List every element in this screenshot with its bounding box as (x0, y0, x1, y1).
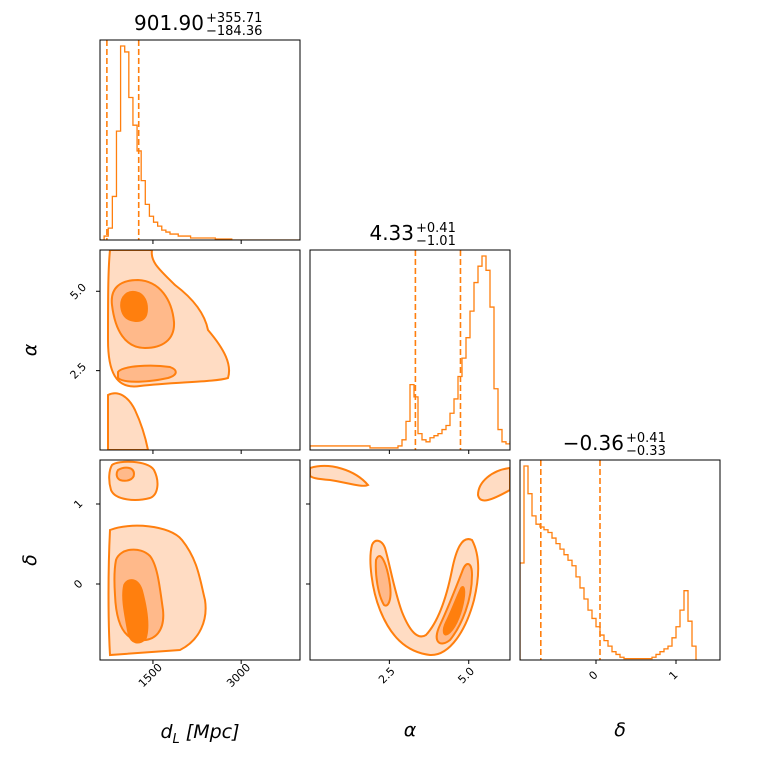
contour-dL-alpha-lower (117, 364, 177, 383)
contour-alpha-delta-mid-left (374, 554, 392, 607)
title-dL: 901.90 +355.71−184.36 (134, 11, 262, 39)
density-dL-alpha (106, 250, 230, 450)
title-minus-alpha: −1.01 (416, 234, 456, 249)
text-layer: 1500 3000 2.5 5.0 0 1 2.5 5.0 0 1 dL [Mpc] α δ α δ 901.… (19, 11, 681, 747)
contour-alpha-delta-right (476, 466, 510, 502)
title-plus-delta: +0.41 (626, 431, 666, 446)
panel-frame-r1-c0 (99, 249, 301, 451)
panel-frame-r0-c0 (99, 39, 301, 241)
panel-frame-r1-c1 (309, 249, 511, 451)
title-plus-dL: +355.71 (206, 11, 262, 26)
xlabel-dL: dL [Mpc] (160, 721, 239, 747)
contour-dL-delta-top-mid (115, 466, 136, 482)
title-minus-dL: −184.36 (206, 24, 262, 39)
ytick-label-delta-1: 1 (71, 497, 85, 511)
contour-dL-alpha-bottom (107, 392, 150, 450)
ylabel-delta: δ (19, 554, 41, 566)
xlabel-dL-main: d (160, 721, 173, 743)
histogram-layer (100, 40, 697, 660)
contour-dL-delta-top (108, 460, 159, 501)
xtick-label-delta-1: 1 (666, 668, 680, 682)
xlabel-alpha: α (404, 719, 417, 741)
xlabel-delta: δ (614, 719, 626, 741)
ytick-label-alpha-0: 2.5 (68, 360, 90, 382)
xtick-label-alpha-0: 2.5 (376, 665, 398, 687)
ylabel-alpha: α (19, 343, 41, 356)
contour-alpha-delta-inner (442, 586, 466, 636)
title-minus-delta: −0.33 (626, 444, 666, 459)
title-median-dL: 901.90 (134, 11, 204, 35)
title-plus-alpha: +0.41 (416, 221, 456, 236)
frame-layer (96, 39, 721, 664)
panel-frame-r2-c2 (519, 459, 721, 661)
panel-frame-r2-c1 (309, 459, 511, 661)
title-median-alpha: 4.33 (369, 221, 414, 245)
contour-dL-alpha-inner (120, 290, 148, 322)
title-delta: −0.36 +0.41−0.33 (563, 431, 666, 459)
contour-alpha-delta-left (310, 464, 370, 487)
contour-dL-delta-inner (122, 579, 149, 644)
panel-frame-r2-c0 (99, 459, 301, 661)
density-dL-delta (107, 460, 207, 657)
xlabel-dL-sub: L (173, 732, 180, 747)
xtick-label-alpha-1: 5.0 (455, 665, 477, 687)
histogram-dL (100, 45, 300, 240)
title-alpha: 4.33 +0.41−1.01 (369, 221, 455, 249)
xtick-label-delta-0: 0 (586, 668, 600, 682)
histogram-delta (520, 465, 697, 660)
xtick-label-dL-0: 1500 (136, 661, 165, 690)
ytick-label-alpha-1: 5.0 (68, 281, 90, 303)
title-median-delta: −0.36 (563, 431, 624, 455)
density-alpha-delta (310, 464, 510, 657)
ytick-label-delta-0: 0 (71, 577, 85, 591)
xlabel-dL-unit: [Mpc] (180, 721, 240, 743)
xtick-label-dL-1: 3000 (224, 661, 253, 690)
histogram-alpha (310, 255, 510, 450)
